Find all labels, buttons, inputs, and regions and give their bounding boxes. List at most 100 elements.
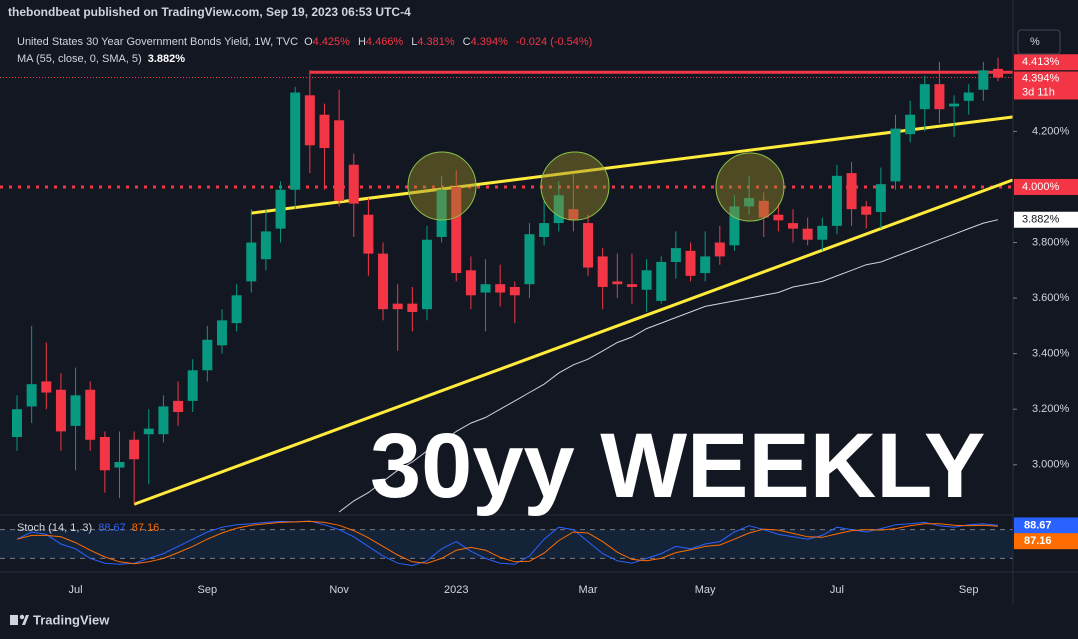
candle-body	[436, 189, 447, 237]
ma-line	[338, 219, 999, 513]
legend-part: 4.381%	[417, 36, 455, 48]
candle-body	[26, 384, 37, 407]
candle-body	[773, 214, 784, 221]
candle-body	[905, 114, 916, 135]
legend-part: 87.16	[132, 522, 160, 534]
stoch-band	[0, 529, 1013, 559]
candle-body	[670, 248, 681, 262]
legends: thebondbeat published on TradingView.com…	[8, 5, 1061, 627]
unit-button-label[interactable]: %	[1030, 36, 1040, 48]
x-tick-label: Jul	[69, 584, 83, 596]
y-tick-label: 3.400%	[1032, 348, 1070, 360]
level-label-box	[1014, 178, 1078, 195]
countdown: 3d 11h	[1022, 86, 1055, 98]
price-pane	[0, 57, 1014, 513]
legend-part: Stoch (14, 1, 3)	[17, 522, 92, 534]
candle-body	[553, 195, 564, 224]
candle-body	[714, 242, 725, 257]
candle-body	[890, 128, 901, 182]
highlight-circle	[540, 151, 610, 221]
candle-body	[641, 270, 652, 290]
stoch-label-box	[1014, 533, 1078, 550]
candle-body	[275, 189, 286, 229]
trendline	[251, 115, 1013, 215]
candle-body	[934, 84, 945, 110]
logo-part	[22, 615, 29, 625]
legend-part: O	[304, 36, 313, 48]
candle-body	[114, 461, 125, 468]
candle-body	[319, 114, 330, 149]
stoch-line	[16, 520, 999, 567]
candle-body	[802, 228, 813, 240]
candle-body	[363, 214, 374, 254]
candle-body	[231, 295, 242, 324]
candle-body	[260, 231, 271, 260]
level-label-box	[1014, 54, 1078, 71]
logo-part	[19, 614, 25, 620]
publisher: thebondbeat published on TradingView.com…	[8, 5, 411, 19]
candle-body	[861, 206, 872, 215]
candle-body	[700, 256, 711, 274]
candle-body	[656, 261, 667, 301]
candle-body	[524, 234, 535, 285]
x-tick-label: Mar	[579, 584, 598, 596]
candle-body	[304, 95, 315, 146]
candle-body	[12, 409, 22, 437]
unit-button[interactable]	[1017, 29, 1061, 55]
candle-body	[334, 120, 345, 201]
logo-part	[10, 615, 18, 625]
legend-part: 4.394%	[471, 36, 509, 48]
candle-body	[55, 389, 66, 432]
legend-part: H	[358, 36, 366, 48]
symbol-legend: United States 30 Year Government Bonds Y…	[17, 36, 592, 48]
candle-body	[85, 389, 96, 440]
legend-part: MA (55, close, 0, SMA, 5)	[17, 53, 142, 65]
stoch-label-box	[1014, 517, 1078, 534]
stoch-label: 87.16	[1024, 535, 1052, 547]
candle-body	[539, 223, 550, 237]
candle-body	[744, 198, 755, 207]
candle-body	[919, 84, 930, 110]
candle-body	[421, 239, 432, 310]
annotation: 30yy WEEKLY	[370, 415, 985, 517]
candle-body	[158, 406, 169, 435]
legend-part: C	[463, 36, 471, 48]
stoch-line	[16, 520, 999, 565]
highlight-circles	[407, 151, 785, 222]
candle-body	[465, 270, 476, 296]
legend-part: 4.425%	[313, 36, 351, 48]
legend-part: 3.882%	[148, 53, 186, 65]
legend-part: -0.024 (-0.54%)	[516, 36, 592, 48]
candle-body	[480, 284, 491, 293]
candle-body	[41, 381, 52, 393]
x-tick-label: May	[695, 584, 716, 596]
candle-body	[509, 286, 520, 296]
x-tick-label: Sep	[959, 584, 979, 596]
candle-body	[875, 184, 886, 212]
candle-body	[788, 223, 799, 229]
stoch-label: 88.67	[1024, 519, 1052, 531]
last-price-box	[1014, 71, 1078, 100]
candle-body	[978, 70, 989, 90]
x-tick-label: Nov	[329, 584, 349, 596]
stoch-legend: Stoch (14, 1, 3) 88.67 87.16	[17, 522, 159, 534]
candle-body	[392, 303, 403, 310]
candle-body	[846, 173, 857, 210]
candle-body	[831, 175, 842, 226]
candle-body	[290, 92, 301, 190]
last-price-label: 4.394%	[1022, 72, 1060, 84]
level-label: 4.000%	[1022, 181, 1060, 193]
highlight-circle	[715, 152, 785, 222]
legend-part: L	[411, 36, 417, 48]
candle-body	[378, 253, 389, 310]
ma-label-box	[1014, 211, 1078, 228]
brand: TradingView	[33, 612, 110, 627]
candle-body	[129, 439, 140, 460]
level-label: 4.413%	[1022, 56, 1060, 68]
candle-body	[612, 281, 623, 285]
highlight-circle	[407, 151, 477, 221]
y-tick-label: 3.200%	[1032, 403, 1070, 415]
candle-body	[583, 223, 594, 268]
